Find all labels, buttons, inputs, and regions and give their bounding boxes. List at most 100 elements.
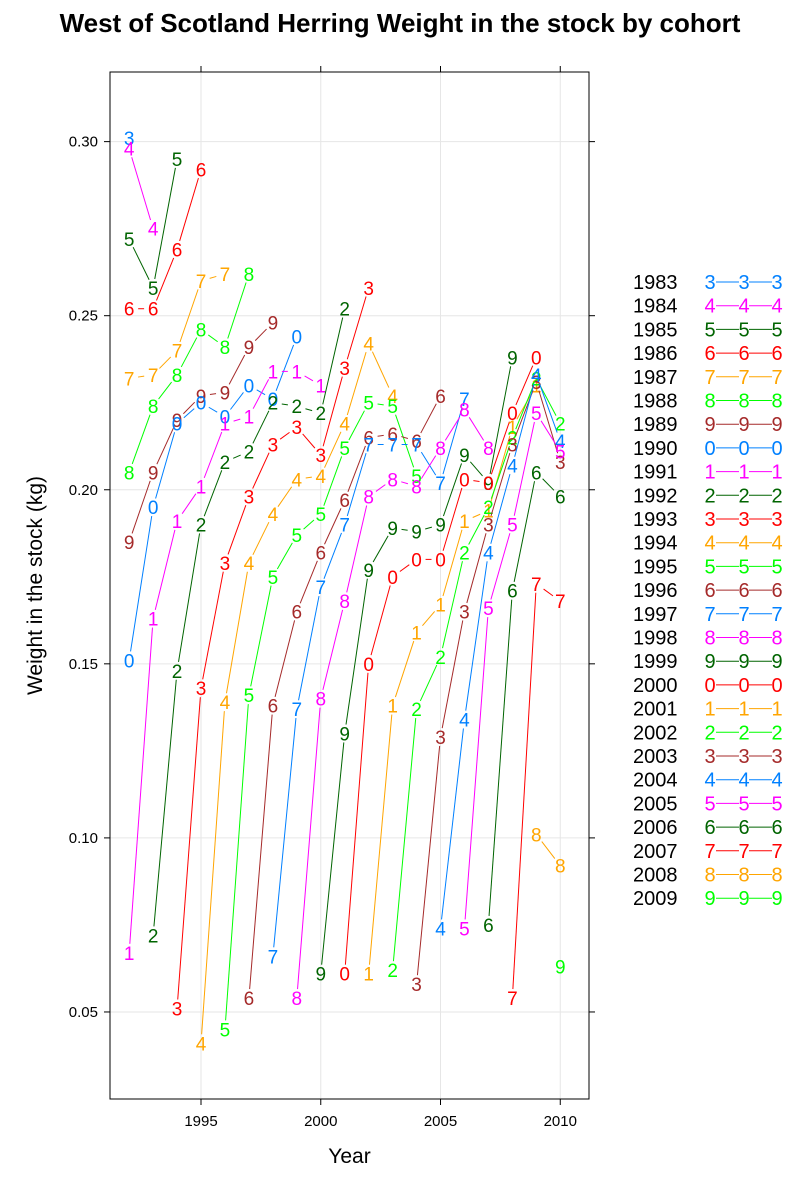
y-tick-label: 0.30 xyxy=(69,134,98,151)
legend-item-2002: 2002 2 2 2 xyxy=(633,722,783,744)
data-point: 8 xyxy=(363,488,374,509)
data-point: 7 xyxy=(292,700,303,721)
legend-symbol: 6 xyxy=(738,817,749,839)
legend-symbol: 4 xyxy=(771,533,782,555)
legend-label: 2006 xyxy=(633,817,678,839)
data-point: 5 xyxy=(339,439,350,460)
legend-item-1983: 1983 3 3 3 xyxy=(633,272,783,294)
series-segment xyxy=(249,714,273,990)
legend-symbol: 3 xyxy=(704,746,715,768)
data-point: 5 xyxy=(315,505,326,526)
series-segment xyxy=(153,679,177,927)
series-segment xyxy=(230,392,244,410)
data-point: 2 xyxy=(555,415,566,436)
legend-symbol: 5 xyxy=(738,793,749,815)
series-segment xyxy=(203,431,223,479)
series-segment xyxy=(420,451,437,476)
legend-item-1985: 1985 5 5 5 xyxy=(633,319,783,341)
data-point: 5 xyxy=(148,279,159,300)
series-segment xyxy=(420,403,437,434)
data-point: 7 xyxy=(555,592,566,613)
series-segment xyxy=(422,611,436,627)
data-point: 1 xyxy=(148,610,159,631)
legend-symbol: 3 xyxy=(771,272,782,294)
legend-item-2004: 2004 4 4 4 xyxy=(633,770,783,792)
x-tick-label: 1995 xyxy=(184,1113,217,1130)
series-segment xyxy=(347,445,366,492)
y-tick-label: 0.20 xyxy=(69,482,98,499)
series-segment xyxy=(323,456,343,506)
legend-symbol: 4 xyxy=(771,296,782,318)
data-point: 6 xyxy=(244,989,255,1010)
data-point: 6 xyxy=(124,300,135,321)
data-point: 8 xyxy=(339,592,350,613)
chart-title: West of Scotland Herring Weight in the s… xyxy=(59,8,741,38)
y-tick-label: 0.10 xyxy=(69,830,98,847)
series-2004: 4 4 4 4 4 4 xyxy=(435,366,566,941)
data-point: 2 xyxy=(244,442,255,463)
data-point: 6 xyxy=(555,488,566,509)
data-point: 6 xyxy=(531,463,542,484)
data-point: 7 xyxy=(507,989,518,1010)
data-point: 5 xyxy=(411,467,422,488)
legend-item-1994: 1994 4 4 4 xyxy=(633,533,783,555)
series-segment xyxy=(468,514,485,545)
legend-item-1990: 1990 0 0 0 xyxy=(633,438,783,460)
data-point: 3 xyxy=(339,359,350,380)
data-point: 4 xyxy=(196,1034,207,1055)
series-segment xyxy=(541,841,556,859)
legend-label: 2004 xyxy=(633,770,678,792)
data-point: 9 xyxy=(411,523,422,544)
data-point: 8 xyxy=(459,401,470,422)
legend-symbol: 1 xyxy=(704,462,715,484)
legend-symbol: 6 xyxy=(771,817,782,839)
series-segment xyxy=(464,617,489,920)
series-segment xyxy=(298,595,320,701)
series-segment xyxy=(346,296,367,360)
y-tick-label: 0.05 xyxy=(69,1004,98,1021)
series-segment xyxy=(465,561,488,711)
legend-symbol: 8 xyxy=(738,391,749,413)
series-segment xyxy=(442,529,463,597)
legend-label: 1984 xyxy=(633,296,678,318)
data-point: 1 xyxy=(244,408,255,429)
series-segment xyxy=(543,588,554,597)
data-point: 3 xyxy=(507,436,518,457)
data-point: 1 xyxy=(531,376,542,397)
data-point: 7 xyxy=(148,366,159,387)
legend-symbol: 5 xyxy=(738,319,749,341)
legend-symbol: 6 xyxy=(704,817,715,839)
legend-symbol: 0 xyxy=(771,438,782,460)
data-point: 8 xyxy=(387,470,398,491)
series-segment xyxy=(179,289,199,343)
data-point: 7 xyxy=(363,436,374,457)
data-point: 1 xyxy=(315,376,326,397)
legend-symbol: 4 xyxy=(704,296,715,318)
data-point: 9 xyxy=(483,474,494,495)
series-segment xyxy=(542,478,555,491)
legend-label: 2007 xyxy=(633,841,678,863)
data-point: 3 xyxy=(315,446,326,467)
series-segment xyxy=(442,561,463,649)
legend-item-2000: 2000 0 0 0 xyxy=(633,675,783,697)
legend-symbol: 4 xyxy=(771,770,782,792)
legend-item-2005: 2005 5 5 5 xyxy=(633,793,783,815)
data-point: 8 xyxy=(531,825,542,846)
legend-symbol: 4 xyxy=(738,533,749,555)
legend-symbol: 0 xyxy=(771,675,782,697)
data-point: 6 xyxy=(172,241,183,262)
data-point: 0 xyxy=(339,965,350,986)
data-point: 3 xyxy=(531,373,542,394)
series-segment xyxy=(304,375,314,382)
legend-item-1993: 1993 3 3 3 xyxy=(633,509,783,531)
series-segment xyxy=(490,445,510,499)
data-point: 0 xyxy=(244,376,255,397)
